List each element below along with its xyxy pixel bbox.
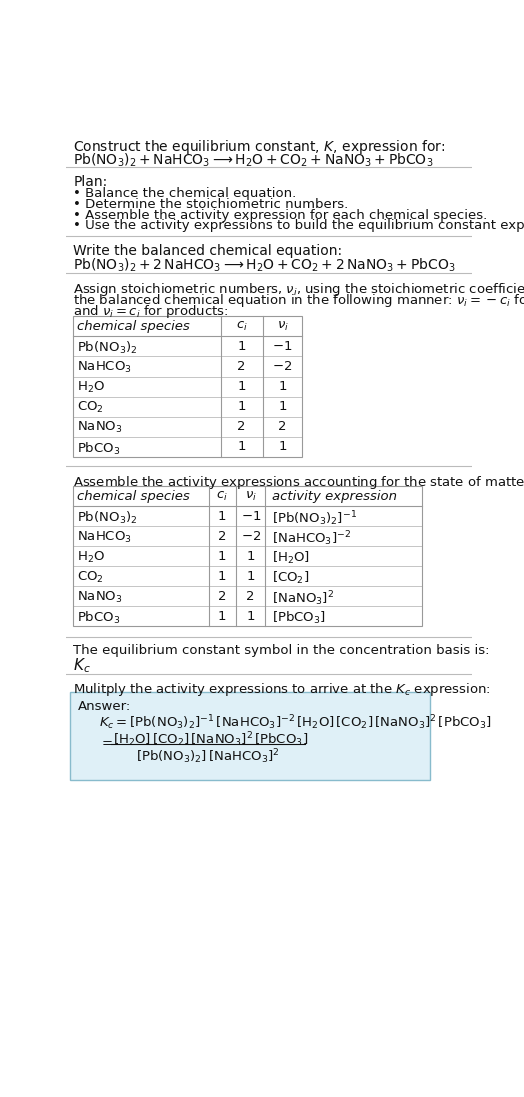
Text: $\mathrm{Pb(NO_3)_2}$: $\mathrm{Pb(NO_3)_2}$ (77, 510, 138, 525)
Text: 2: 2 (218, 590, 226, 602)
Text: $\mathrm{NaNO_3}$: $\mathrm{NaNO_3}$ (77, 590, 123, 604)
Text: $\mathrm{NaHCO_3}$: $\mathrm{NaHCO_3}$ (77, 530, 132, 545)
Text: $c_i$: $c_i$ (235, 320, 247, 333)
Text: 1: 1 (278, 440, 287, 453)
Text: $[\mathrm{Pb(NO_3)_2}]^{-1}$: $[\mathrm{Pb(NO_3)_2}]^{-1}$ (271, 510, 357, 529)
Text: 1: 1 (218, 569, 226, 583)
Text: $\nu_i$: $\nu_i$ (277, 320, 289, 333)
Bar (73, 316, 302, 456)
Text: 1: 1 (218, 550, 226, 563)
Text: $\mathrm{CO_2}$: $\mathrm{CO_2}$ (77, 400, 104, 416)
Text: $[\mathrm{H_2O}]\,[\mathrm{CO_2}]\,[\mathrm{NaNO_3}]^2\,[\mathrm{PbCO_3}]$: $[\mathrm{H_2O}]\,[\mathrm{CO_2}]\,[\mat… (113, 731, 308, 749)
Text: $c_i$: $c_i$ (216, 489, 228, 502)
Text: • Determine the stoichiometric numbers.: • Determine the stoichiometric numbers. (73, 197, 348, 211)
Text: Assign stoichiometric numbers, $\nu_i$, using the stoichiometric coefficients, $: Assign stoichiometric numbers, $\nu_i$, … (73, 281, 524, 298)
Text: • Use the activity expressions to build the equilibrium constant expression.: • Use the activity expressions to build … (73, 219, 524, 233)
Text: Mulitply the activity expressions to arrive at the $K_c$ expression:: Mulitply the activity expressions to arr… (73, 681, 491, 699)
Text: $\mathrm{CO_2}$: $\mathrm{CO_2}$ (77, 569, 104, 585)
Text: 2: 2 (237, 420, 246, 433)
Text: Assemble the activity expressions accounting for the state of matter and $\nu_i$: Assemble the activity expressions accoun… (73, 474, 524, 490)
Text: $[\mathrm{CO_2}]$: $[\mathrm{CO_2}]$ (271, 569, 309, 586)
Text: 2: 2 (278, 420, 287, 433)
Text: $\mathrm{Pb(NO_3)_2}$: $\mathrm{Pb(NO_3)_2}$ (77, 340, 138, 357)
Text: $-2$: $-2$ (272, 360, 292, 373)
Text: chemical species: chemical species (77, 320, 190, 333)
Text: Answer:: Answer: (78, 700, 131, 713)
FancyBboxPatch shape (70, 692, 430, 780)
Text: $\mathrm{PbCO_3}$: $\mathrm{PbCO_3}$ (77, 440, 121, 456)
Text: 1: 1 (246, 550, 255, 563)
Text: 1: 1 (278, 400, 287, 414)
Text: $=$: $=$ (99, 735, 113, 748)
Text: 1: 1 (218, 510, 226, 522)
Text: 2: 2 (237, 360, 246, 373)
Text: $-1$: $-1$ (272, 340, 293, 353)
Text: 1: 1 (237, 400, 246, 414)
Text: • Balance the chemical equation.: • Balance the chemical equation. (73, 188, 297, 200)
Text: $-2$: $-2$ (241, 530, 261, 543)
Text: Plan:: Plan: (73, 174, 107, 189)
Text: 1: 1 (237, 340, 246, 353)
Text: $[\mathrm{PbCO_3}]$: $[\mathrm{PbCO_3}]$ (271, 610, 325, 626)
Text: 1: 1 (218, 610, 226, 623)
Text: $[\mathrm{NaHCO_3}]^{-2}$: $[\mathrm{NaHCO_3}]^{-2}$ (271, 530, 351, 548)
Text: and $\nu_i = c_i$ for products:: and $\nu_i = c_i$ for products: (73, 303, 229, 319)
Text: $\nu_i$: $\nu_i$ (245, 489, 257, 502)
Text: $\mathrm{PbCO_3}$: $\mathrm{PbCO_3}$ (77, 610, 121, 626)
Text: $[\mathrm{H_2O}]$: $[\mathrm{H_2O}]$ (271, 550, 310, 566)
Text: $K_c = [\mathrm{Pb(NO_3)_2}]^{-1}\,[\mathrm{NaHCO_3}]^{-2}\,[\mathrm{H_2O}]\,[\m: $K_c = [\mathrm{Pb(NO_3)_2}]^{-1}\,[\mat… (99, 714, 492, 733)
Text: $\mathrm{H_2O}$: $\mathrm{H_2O}$ (77, 381, 105, 395)
Text: $\mathrm{Pb(NO_3)_2 + NaHCO_3 \longrightarrow H_2O + CO_2 + NaNO_3 + PbCO_3}$: $\mathrm{Pb(NO_3)_2 + NaHCO_3 \longright… (73, 151, 434, 169)
Text: 2: 2 (218, 530, 226, 543)
Text: $\mathrm{NaHCO_3}$: $\mathrm{NaHCO_3}$ (77, 360, 132, 375)
Text: Construct the equilibrium constant, $K$, expression for:: Construct the equilibrium constant, $K$,… (73, 138, 446, 156)
Text: chemical species: chemical species (77, 489, 190, 502)
Text: $[\mathrm{Pb(NO_3)_2}]\,[\mathrm{NaHCO_3}]^2$: $[\mathrm{Pb(NO_3)_2}]\,[\mathrm{NaHCO_3… (136, 747, 280, 766)
Text: • Assemble the activity expression for each chemical species.: • Assemble the activity expression for e… (73, 208, 487, 222)
Text: the balanced chemical equation in the following manner: $\nu_i = -c_i$ for react: the balanced chemical equation in the fo… (73, 292, 524, 308)
Text: 1: 1 (246, 569, 255, 583)
Text: 1: 1 (237, 440, 246, 453)
Text: 2: 2 (246, 590, 255, 602)
Text: $K_c$: $K_c$ (73, 657, 91, 676)
Text: 1: 1 (237, 381, 246, 394)
Text: Write the balanced chemical equation:: Write the balanced chemical equation: (73, 244, 342, 258)
Text: $[\mathrm{NaNO_3}]^2$: $[\mathrm{NaNO_3}]^2$ (271, 590, 334, 609)
Text: $-1$: $-1$ (241, 510, 261, 522)
Text: activity expression: activity expression (271, 489, 397, 502)
Text: $\mathrm{H_2O}$: $\mathrm{H_2O}$ (77, 550, 105, 565)
Text: $\mathrm{NaNO_3}$: $\mathrm{NaNO_3}$ (77, 420, 123, 436)
Bar (73, 486, 422, 626)
Text: The equilibrium constant symbol in the concentration basis is:: The equilibrium constant symbol in the c… (73, 644, 490, 657)
Text: 1: 1 (246, 610, 255, 623)
Text: 1: 1 (278, 381, 287, 394)
Text: $\mathrm{Pb(NO_3)_2 + 2\,NaHCO_3 \longrightarrow H_2O + CO_2 + 2\,NaNO_3 + PbCO_: $\mathrm{Pb(NO_3)_2 + 2\,NaHCO_3 \longri… (73, 257, 456, 274)
